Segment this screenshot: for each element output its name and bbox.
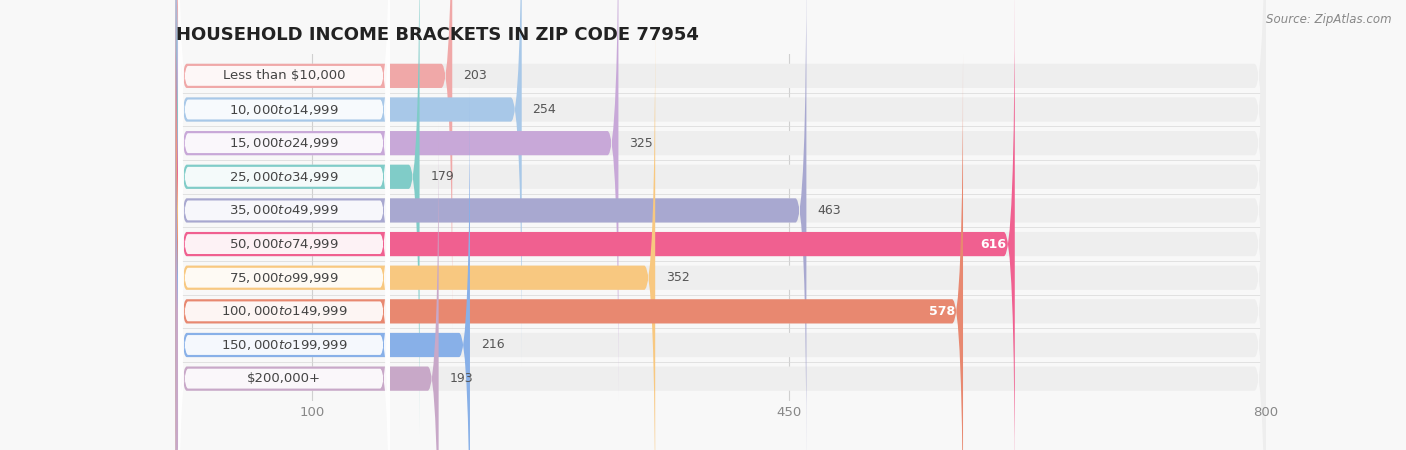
FancyBboxPatch shape [176,21,1265,450]
Text: Less than $10,000: Less than $10,000 [222,69,346,82]
FancyBboxPatch shape [176,122,439,450]
Text: 463: 463 [817,204,841,217]
Text: $100,000 to $149,999: $100,000 to $149,999 [221,304,347,318]
FancyBboxPatch shape [176,0,1265,450]
FancyBboxPatch shape [176,0,807,450]
Text: 578: 578 [929,305,955,318]
FancyBboxPatch shape [179,86,389,450]
FancyBboxPatch shape [179,0,389,402]
FancyBboxPatch shape [176,122,1265,450]
FancyBboxPatch shape [179,0,389,335]
Text: $35,000 to $49,999: $35,000 to $49,999 [229,203,339,217]
FancyBboxPatch shape [176,0,1015,450]
Text: Source: ZipAtlas.com: Source: ZipAtlas.com [1267,14,1392,27]
FancyBboxPatch shape [176,0,419,434]
Text: $10,000 to $14,999: $10,000 to $14,999 [229,103,339,117]
FancyBboxPatch shape [179,153,389,450]
FancyBboxPatch shape [176,0,1265,366]
FancyBboxPatch shape [176,0,619,400]
Text: 203: 203 [463,69,486,82]
Text: $50,000 to $74,999: $50,000 to $74,999 [229,237,339,251]
FancyBboxPatch shape [176,0,1265,400]
FancyBboxPatch shape [179,0,389,436]
FancyBboxPatch shape [176,0,522,366]
FancyBboxPatch shape [179,119,389,450]
FancyBboxPatch shape [176,88,1265,450]
Text: $15,000 to $24,999: $15,000 to $24,999 [229,136,339,150]
FancyBboxPatch shape [176,54,963,450]
Text: 254: 254 [533,103,557,116]
FancyBboxPatch shape [176,54,1265,450]
FancyBboxPatch shape [176,88,470,450]
FancyBboxPatch shape [176,21,655,450]
FancyBboxPatch shape [176,0,1265,434]
Text: 325: 325 [630,137,652,150]
FancyBboxPatch shape [176,0,1265,333]
Text: 616: 616 [980,238,1007,251]
FancyBboxPatch shape [179,0,389,369]
FancyBboxPatch shape [179,52,389,450]
Text: 216: 216 [481,338,505,351]
FancyBboxPatch shape [176,0,453,333]
Text: 179: 179 [430,170,454,183]
FancyBboxPatch shape [179,0,389,302]
Text: HOUSEHOLD INCOME BRACKETS IN ZIP CODE 77954: HOUSEHOLD INCOME BRACKETS IN ZIP CODE 77… [176,26,699,44]
Text: $25,000 to $34,999: $25,000 to $34,999 [229,170,339,184]
Text: $150,000 to $199,999: $150,000 to $199,999 [221,338,347,352]
Text: $75,000 to $99,999: $75,000 to $99,999 [229,271,339,285]
Text: 352: 352 [666,271,690,284]
Text: 193: 193 [450,372,474,385]
Text: $200,000+: $200,000+ [247,372,321,385]
FancyBboxPatch shape [176,0,1265,450]
FancyBboxPatch shape [179,18,389,450]
